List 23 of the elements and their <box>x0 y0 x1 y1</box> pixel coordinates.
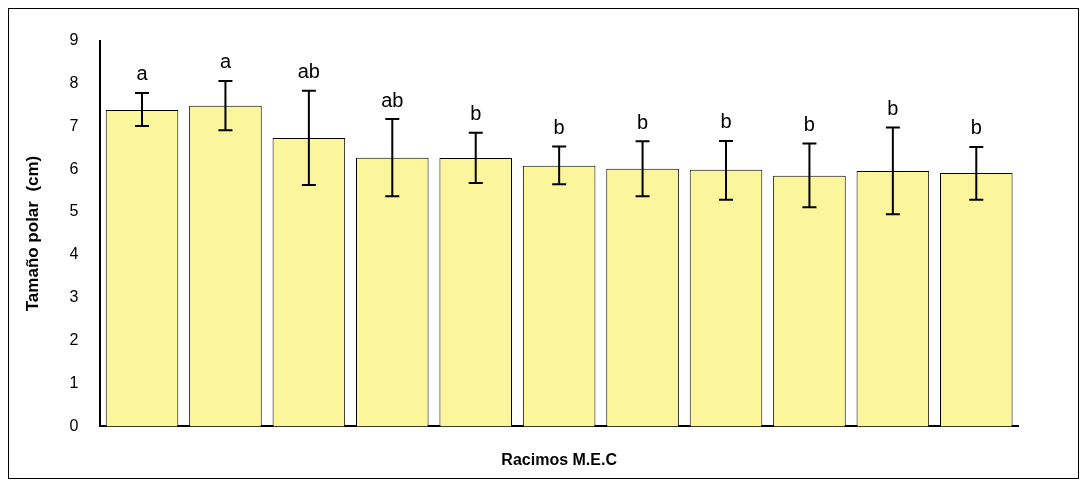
y-tick-label: 8 <box>69 73 79 91</box>
y-axis-title: Tamaño polar (cm) <box>22 155 42 312</box>
y-tick-label: 3 <box>69 288 79 306</box>
y-tick-label: 6 <box>69 159 79 177</box>
data-label: b <box>803 113 815 135</box>
data-label: a <box>136 62 149 85</box>
y-tick-label: 0 <box>69 416 79 434</box>
data-label: a <box>219 50 232 73</box>
data-label: b <box>637 110 649 133</box>
data-label: b <box>887 97 899 120</box>
y-tick-label: 9 <box>69 31 79 49</box>
x-axis-title: Racimos M.E.C <box>501 450 618 468</box>
data-label: ab <box>381 88 404 111</box>
data-label: b <box>470 102 482 125</box>
data-label: b <box>720 110 732 133</box>
y-tick-label: 2 <box>69 331 79 349</box>
y-tick-label: 1 <box>69 373 79 391</box>
data-label: ab <box>297 60 320 83</box>
data-label: b <box>970 116 982 139</box>
y-tick-label: 5 <box>69 202 79 220</box>
y-tick-label: 4 <box>69 245 79 263</box>
y-tick-label: 7 <box>69 116 79 134</box>
data-label: b <box>553 116 565 138</box>
